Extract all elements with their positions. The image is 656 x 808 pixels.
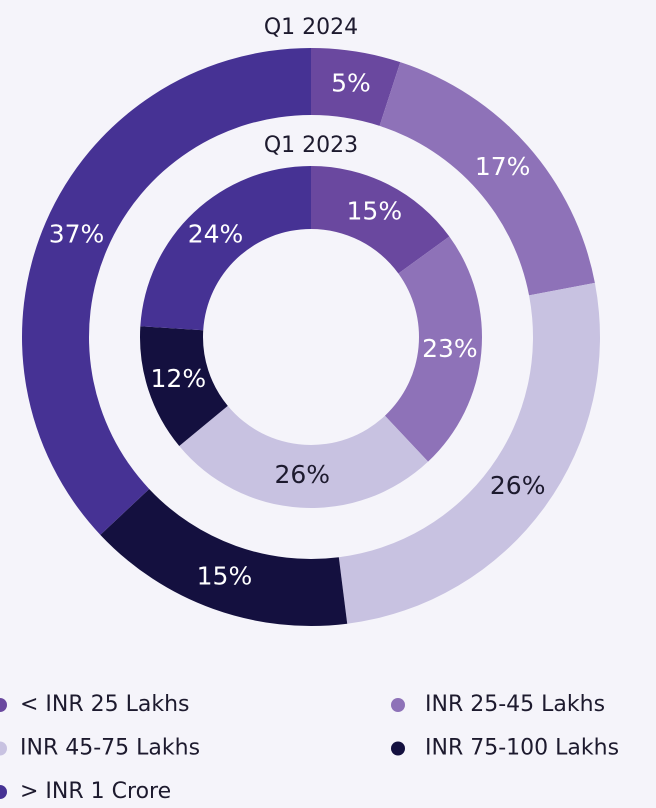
ring-label: Q1 2023 (264, 133, 358, 158)
donut-segment (22, 48, 312, 535)
data-label: 5% (331, 69, 371, 98)
data-label: 23% (422, 334, 478, 363)
data-label: 17% (475, 152, 531, 181)
data-label: 26% (274, 460, 330, 489)
donut-segment (384, 236, 482, 462)
legend-label: > INR 1 Crore (20, 779, 171, 804)
donut-segment (140, 166, 311, 331)
donut-segment (179, 405, 429, 508)
legend-marker (0, 698, 7, 712)
data-label: 15% (347, 197, 403, 226)
legend-label: INR 25-45 Lakhs (425, 692, 605, 717)
data-label: 15% (197, 561, 253, 590)
data-label: 26% (490, 471, 546, 500)
data-label: 37% (49, 220, 105, 249)
legend-marker (391, 698, 405, 712)
legend-marker (391, 741, 405, 756)
legend-marker (0, 741, 7, 756)
donut-segment (100, 488, 348, 626)
data-label: 12% (151, 364, 207, 393)
donut-segment (338, 282, 600, 624)
ring-label: Q1 2024 (264, 15, 358, 40)
donut-segment (140, 326, 228, 446)
data-label: 24% (188, 219, 244, 248)
donut-segment (379, 62, 595, 296)
legend-label: INR 45-75 Lakhs (20, 736, 200, 761)
donut-segment (311, 48, 401, 126)
legend-marker (0, 785, 7, 799)
legend-label: INR 75-100 Lakhs (425, 736, 619, 761)
donut-segment (311, 166, 450, 274)
legend-label: < INR 25 Lakhs (20, 692, 190, 717)
